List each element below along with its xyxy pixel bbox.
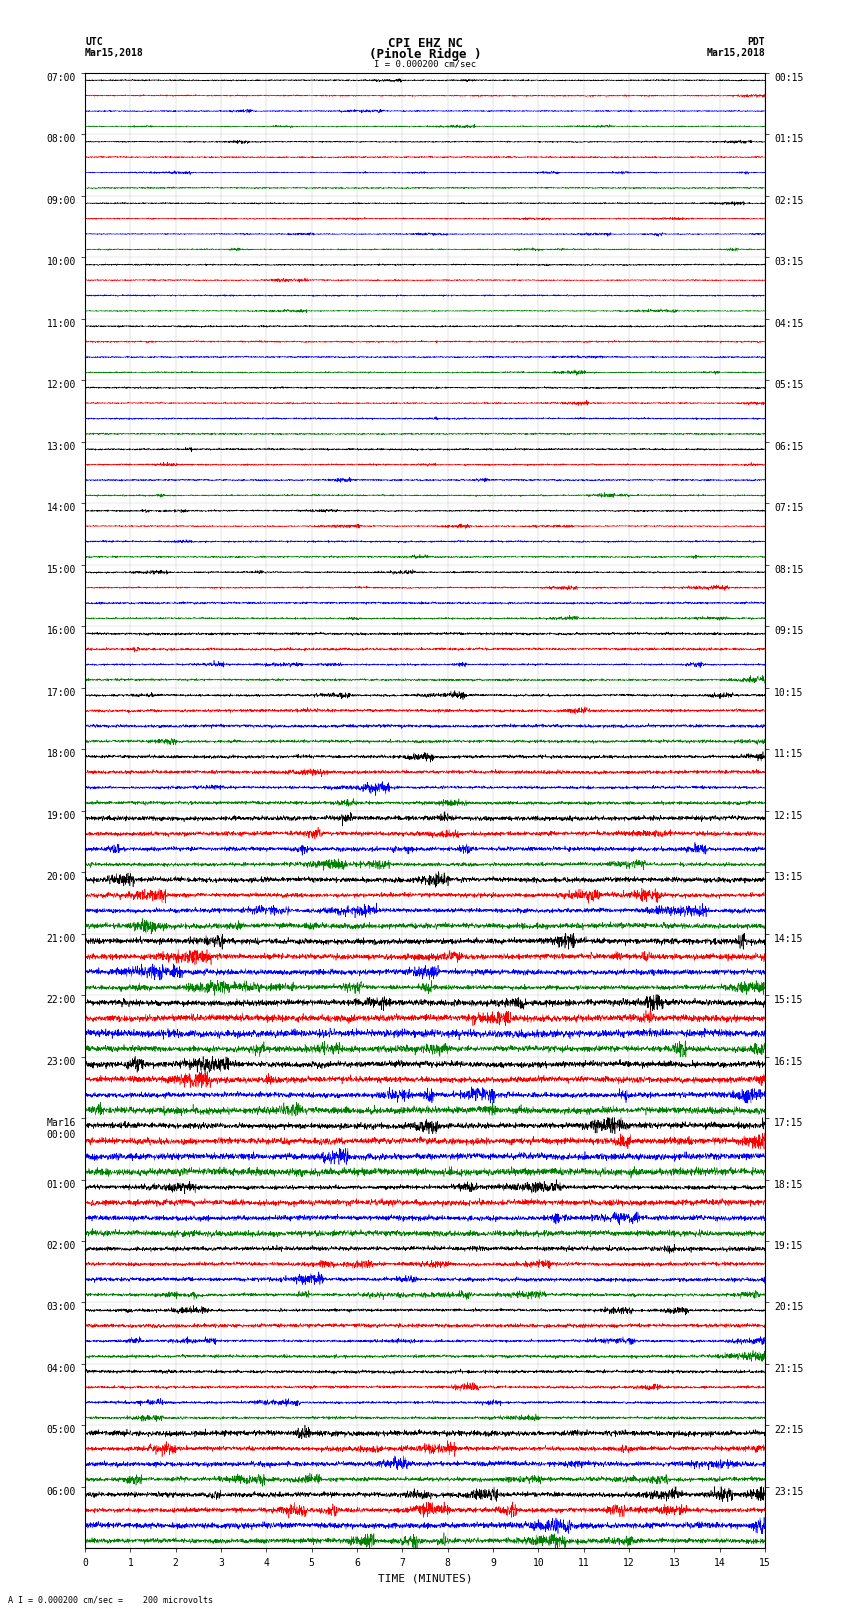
- Text: PDT: PDT: [747, 37, 765, 47]
- Text: I = 0.000200 cm/sec: I = 0.000200 cm/sec: [374, 60, 476, 69]
- Text: Mar15,2018: Mar15,2018: [85, 48, 144, 58]
- X-axis label: TIME (MINUTES): TIME (MINUTES): [377, 1573, 473, 1582]
- Text: Mar15,2018: Mar15,2018: [706, 48, 765, 58]
- Text: A I = 0.000200 cm/sec =    200 microvolts: A I = 0.000200 cm/sec = 200 microvolts: [8, 1595, 213, 1605]
- Text: (Pinole Ridge ): (Pinole Ridge ): [369, 48, 481, 61]
- Text: UTC: UTC: [85, 37, 103, 47]
- Text: CPI EHZ NC: CPI EHZ NC: [388, 37, 462, 50]
